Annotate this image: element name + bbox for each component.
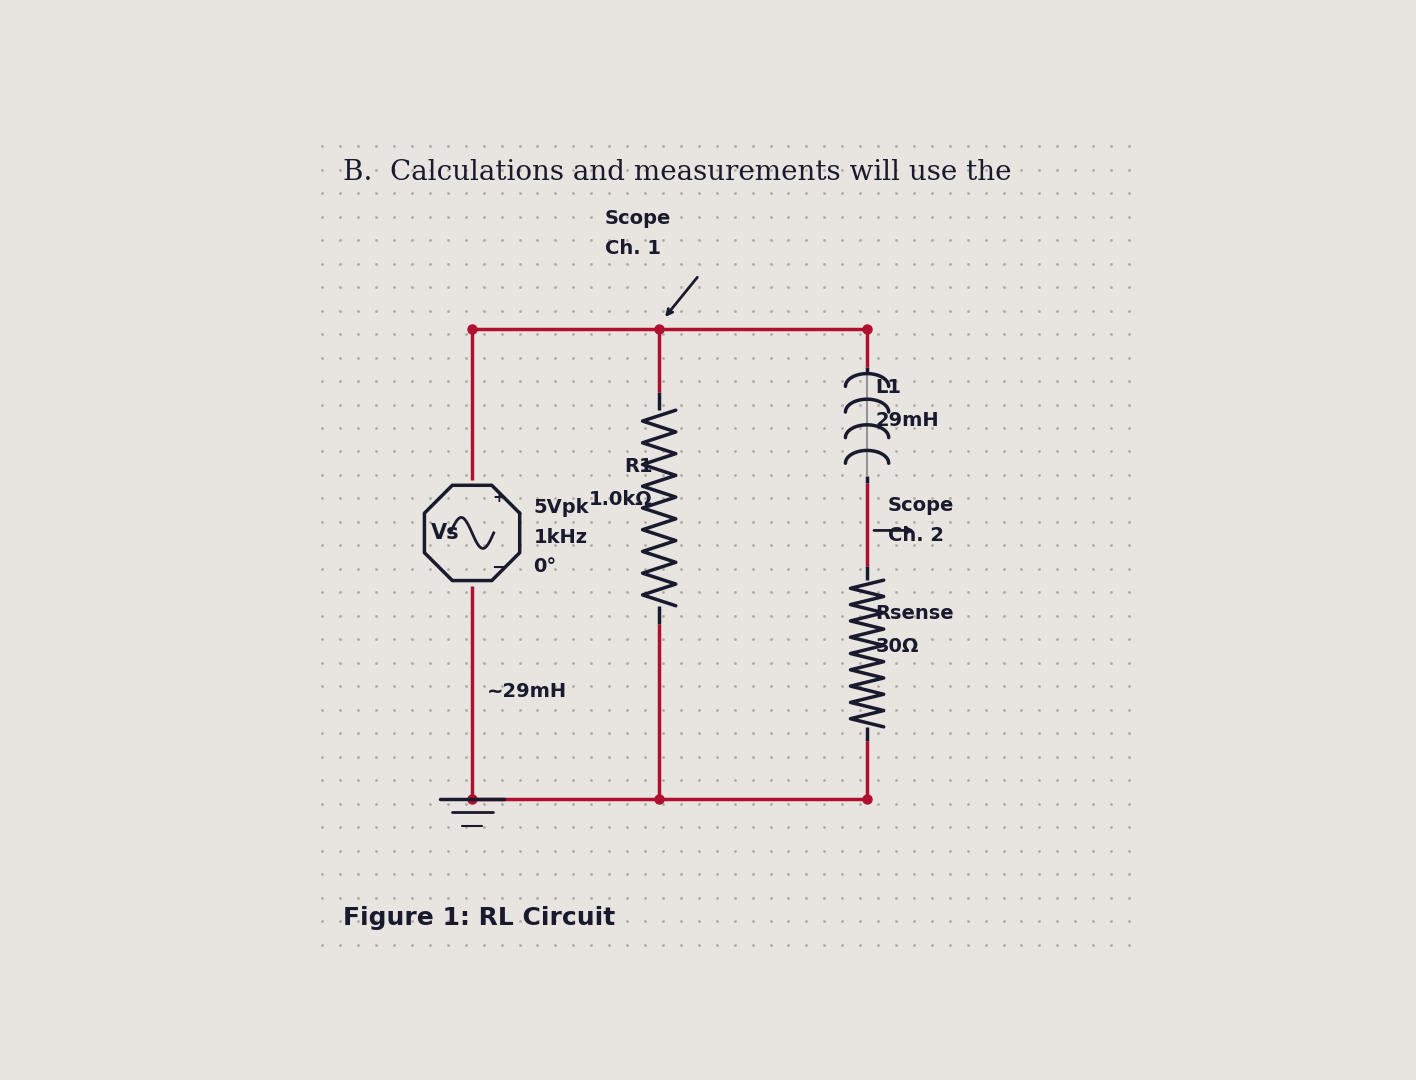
Text: Vs: Vs: [430, 523, 460, 543]
Text: Scope: Scope: [888, 496, 954, 515]
Text: 0°: 0°: [534, 556, 556, 576]
Text: Ch. 2: Ch. 2: [888, 526, 944, 545]
Text: B.  Calculations and measurements will use the: B. Calculations and measurements will us…: [343, 159, 1011, 186]
Text: L1: L1: [875, 378, 902, 396]
Text: 1.0kΩ: 1.0kΩ: [589, 490, 653, 509]
Text: Figure 1: RL Circuit: Figure 1: RL Circuit: [343, 906, 616, 930]
Text: 1kHz: 1kHz: [534, 528, 588, 546]
Text: Rsense: Rsense: [875, 604, 954, 623]
Text: 30Ω: 30Ω: [875, 637, 919, 657]
Text: Ch. 1: Ch. 1: [605, 239, 661, 258]
Text: −: −: [491, 559, 507, 577]
Text: Scope: Scope: [605, 210, 671, 228]
Text: 29mH: 29mH: [875, 411, 939, 430]
Text: +: +: [493, 490, 506, 505]
Text: 5Vpk: 5Vpk: [534, 499, 589, 517]
Text: ~29mH: ~29mH: [487, 683, 568, 701]
Text: R1: R1: [624, 457, 653, 476]
